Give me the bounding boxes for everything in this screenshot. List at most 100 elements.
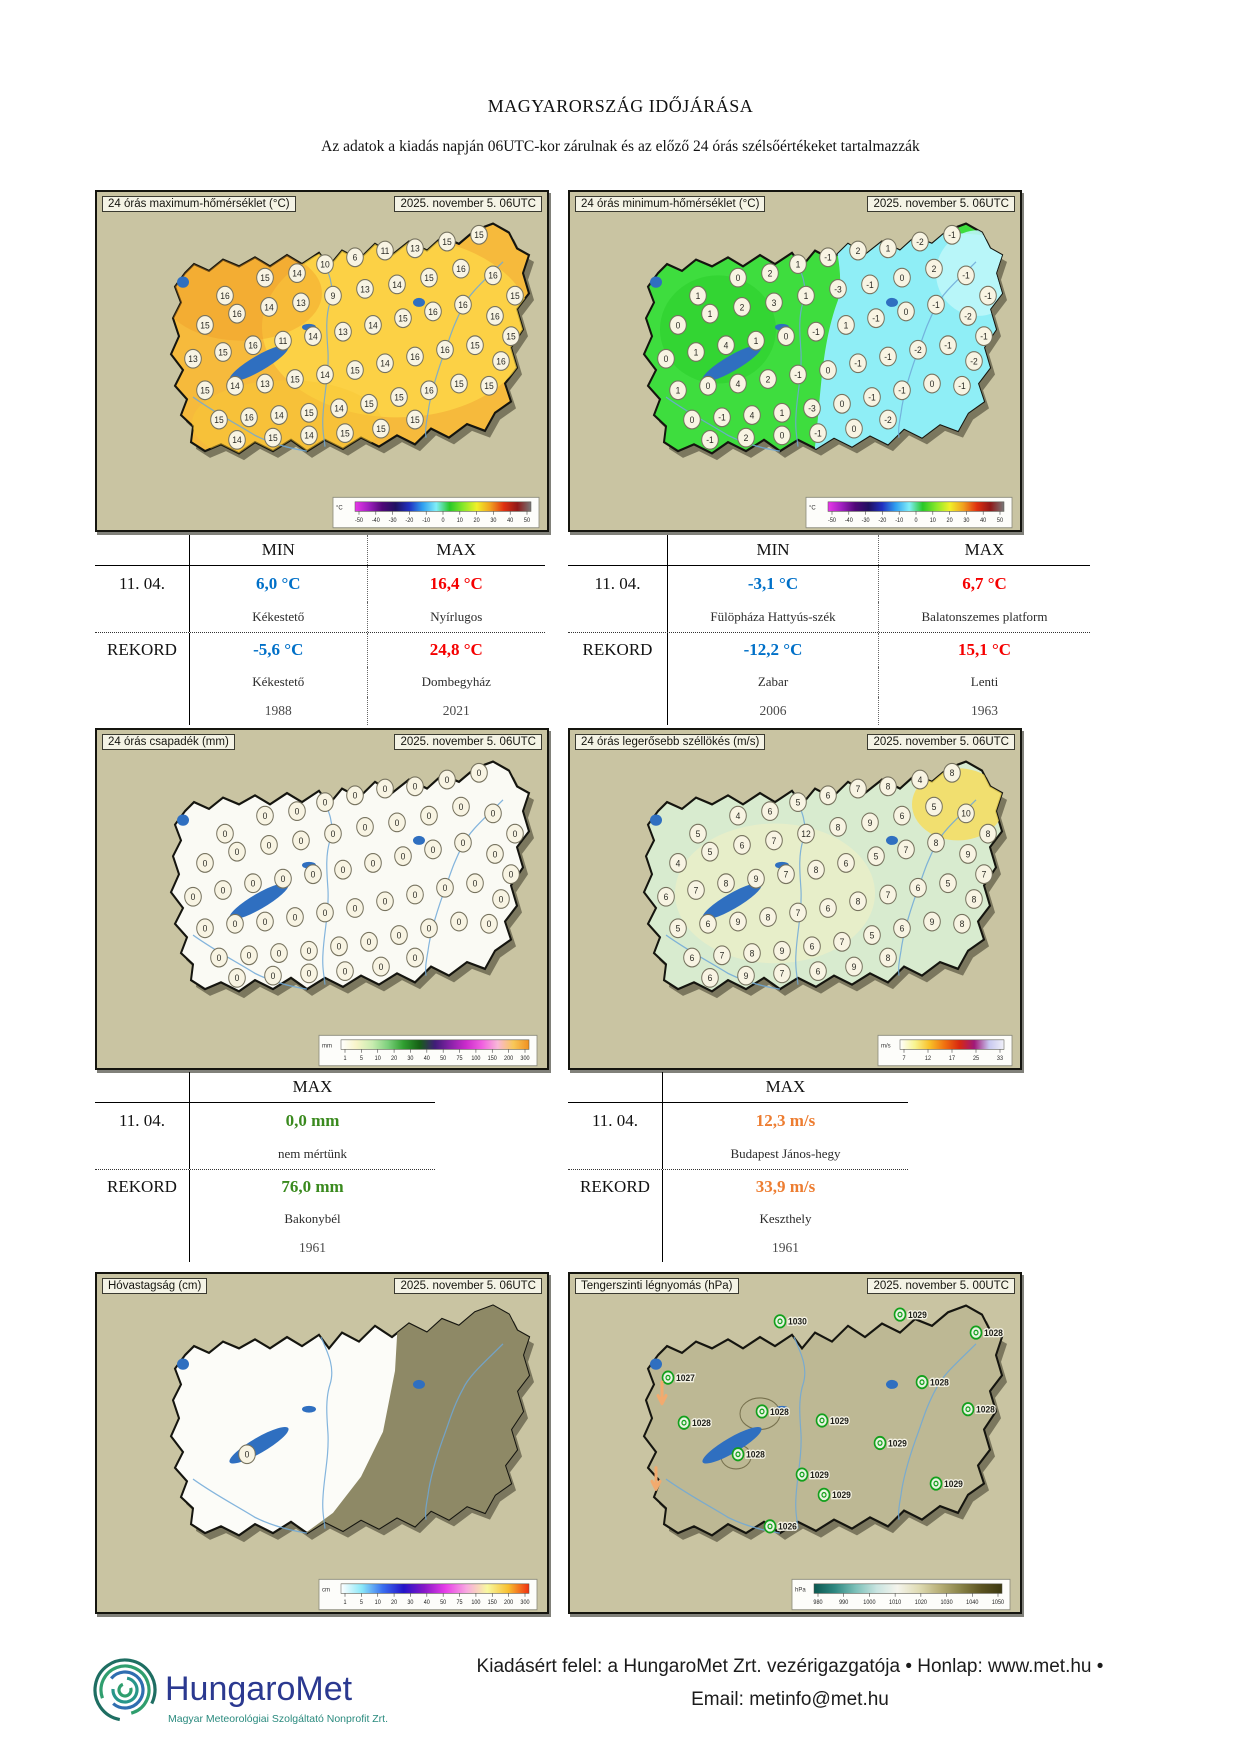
color-scale-legend: cm 1 5 10 20 30 40 50 75 100 150 200 300 [318, 1578, 538, 1611]
station-value: 0 [244, 873, 262, 894]
station-value: 0 [454, 832, 472, 853]
station-value: 1 [773, 402, 791, 423]
station-value: 6 [819, 785, 837, 806]
station-value: 0 [480, 913, 498, 934]
svg-text:1: 1 [696, 291, 701, 302]
station-value: 0 [292, 830, 310, 851]
svg-text:0: 0 [245, 1449, 250, 1460]
station-value: 16 [420, 380, 438, 401]
record-max-place: Lenti [970, 674, 999, 689]
svg-text:0: 0 [413, 889, 418, 900]
svg-text:15: 15 [454, 378, 463, 389]
station-value: 0 [228, 841, 246, 862]
station-value: 0 [324, 823, 342, 844]
svg-text:15: 15 [364, 399, 373, 410]
svg-text:-1: -1 [872, 313, 880, 324]
current-max-value: 6,7 °C [962, 574, 1007, 593]
station-value: 16 [424, 301, 442, 322]
svg-text:-1: -1 [962, 270, 970, 281]
station-value: 9 [747, 868, 765, 889]
svg-text:1: 1 [796, 259, 801, 270]
station-value: -3 [803, 398, 821, 419]
station-value: 0 [316, 792, 334, 813]
station-value: -2 [909, 339, 927, 360]
station-value: 0 [506, 823, 524, 844]
current-max-place: nem mértünk [278, 1146, 347, 1161]
wind-extremes-table: MAX 11. 04. 12,3 m/s Budapest János-hegy… [568, 1072, 908, 1262]
pressure-station: 1028 [915, 1375, 950, 1390]
svg-text:5: 5 [360, 1600, 363, 1606]
station-value: 1 [747, 330, 765, 351]
svg-text:0: 0 [233, 919, 238, 930]
svg-text:0: 0 [473, 878, 478, 889]
station-value: 15 [394, 308, 412, 329]
station-value: 16 [216, 285, 234, 306]
svg-text:0: 0 [251, 878, 256, 889]
station-values: 0 0 0 0 0 0 0 0 0 0 0 0 0 0 0 0 0 0 0 0 0 0 0 0 0 0 0 0 0 0 0 0 0 0 0 0 0 0 0 0… [184, 762, 524, 988]
svg-text:0: 0 [307, 968, 312, 979]
row-label-record: REKORD [95, 633, 190, 667]
station-value: -1 [979, 285, 997, 306]
svg-text:0: 0 [267, 840, 272, 851]
map-title-min-temp: 24 órás minimum-hőmérséklet (°C) [575, 196, 766, 212]
map-date-precip: 2025. november 5. 06UTC [394, 734, 542, 750]
col-header-max: MAX [765, 1077, 806, 1096]
svg-text:2: 2 [856, 246, 861, 257]
svg-text:1030: 1030 [940, 1600, 953, 1606]
footer-email-line: Email: metinfo@met.hu [691, 1689, 889, 1710]
svg-text:0: 0 [900, 273, 905, 284]
svg-text:8: 8 [766, 912, 771, 923]
station-value: 7 [879, 884, 897, 905]
svg-text:16: 16 [424, 385, 433, 396]
current-max-place: Nyírlugos [430, 609, 483, 624]
station-value: 0 [372, 956, 390, 977]
svg-text:16: 16 [458, 300, 467, 311]
svg-text:15: 15 [442, 236, 451, 247]
col-header-min: MIN [190, 535, 368, 565]
svg-text:5: 5 [360, 1056, 363, 1062]
svg-text:0: 0 [217, 953, 222, 964]
station-value: 0 [196, 918, 214, 939]
station-value: 5 [925, 796, 943, 817]
svg-text:-30: -30 [862, 518, 871, 524]
station-value: 15 [264, 427, 282, 448]
current-max-place: Budapest János-hegy [730, 1146, 841, 1161]
record-max-value: 24,8 °C [429, 640, 483, 659]
station-value: 8 [927, 832, 945, 853]
svg-text:150: 150 [488, 1056, 498, 1062]
station-value: 1 [879, 238, 897, 259]
station-value: 8 [953, 913, 971, 934]
svg-text:14: 14 [368, 320, 377, 331]
svg-text:0: 0 [277, 948, 282, 959]
svg-text:30: 30 [490, 518, 497, 524]
svg-text:5: 5 [696, 829, 701, 840]
map-date-max-temp: 2025. november 5. 06UTC [394, 196, 542, 212]
svg-text:0: 0 [383, 896, 388, 907]
station-value: 0 [216, 823, 234, 844]
station-value: 0 [304, 864, 322, 885]
station-value: 0 [486, 844, 504, 864]
map-date-snow: 2025. november 5. 06UTC [394, 1278, 542, 1294]
svg-text:0: 0 [427, 811, 432, 822]
svg-text:8: 8 [836, 822, 841, 833]
svg-text:1026: 1026 [778, 1521, 797, 1532]
svg-text:-20: -20 [878, 518, 887, 524]
svg-text:11: 11 [279, 336, 288, 347]
svg-text:mm: mm [322, 1042, 332, 1049]
svg-text:0: 0 [371, 858, 376, 869]
station-value: -1 [943, 224, 961, 245]
svg-text:8: 8 [724, 878, 729, 889]
svg-text:-30: -30 [389, 518, 398, 524]
station-value: 0 [336, 961, 354, 982]
station-value: 16 [454, 294, 472, 315]
page-subtitle: Az adatok a kiadás napján 06UTC-kor záru… [321, 138, 920, 155]
svg-text:5: 5 [708, 847, 713, 858]
station-value: 0 [300, 963, 318, 984]
station-value: 0 [470, 762, 488, 783]
hungaromet-logo: HungaroMet Magyar Meteorológiai Szolgált… [93, 1658, 388, 1725]
svg-text:15: 15 [290, 374, 299, 385]
svg-text:15: 15 [340, 428, 349, 439]
svg-text:0: 0 [493, 849, 498, 860]
svg-text:8: 8 [986, 829, 991, 840]
station-value: 7 [833, 931, 851, 952]
